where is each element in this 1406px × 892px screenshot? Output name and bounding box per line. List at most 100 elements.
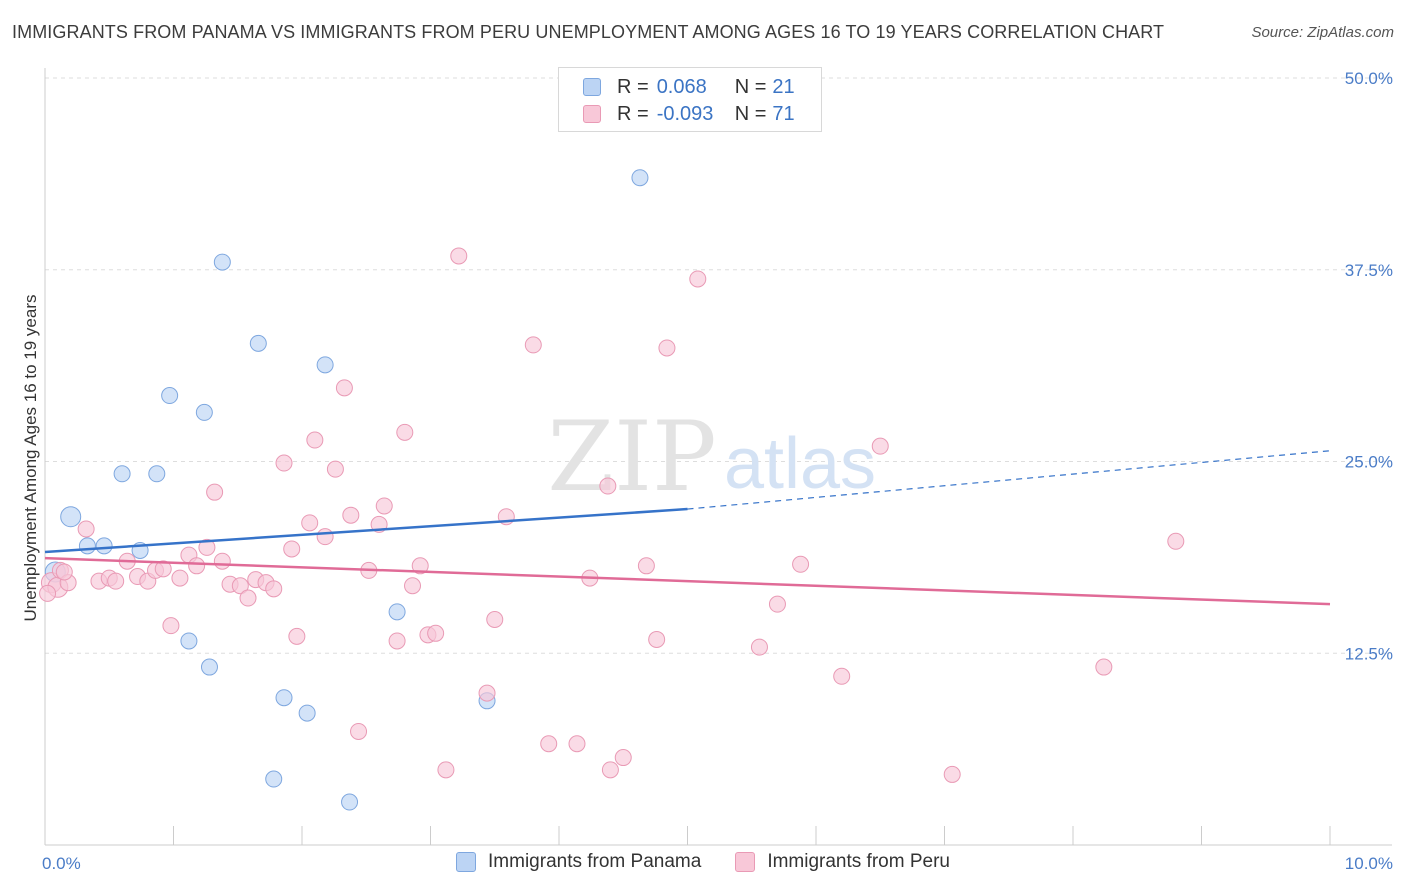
y-tick-labels: 12.5% 25.0% 37.5% 50.0% — [1345, 69, 1393, 663]
r-label: R = — [617, 75, 649, 98]
n-label: N = — [734, 75, 767, 98]
peru-point — [388, 632, 406, 650]
panama-point — [316, 356, 334, 374]
panama-point — [275, 689, 293, 707]
r-value: 0.068 — [656, 75, 707, 98]
peru-point — [265, 580, 283, 598]
peru-point — [275, 454, 293, 472]
peru-point — [342, 506, 360, 524]
trend-lines — [44, 450, 1331, 606]
peru-point — [198, 538, 216, 556]
peru-point — [1167, 532, 1185, 550]
peru-point — [637, 557, 655, 575]
peru-point — [55, 563, 73, 581]
peru-point — [107, 572, 125, 590]
peru-point — [301, 514, 319, 532]
panama-point — [298, 704, 316, 722]
peru-point — [524, 336, 542, 354]
grid-lines — [45, 77, 1392, 654]
panama-point — [249, 334, 267, 352]
peru-point — [871, 437, 889, 455]
panama-trend-extension — [687, 450, 1331, 510]
n-value: 21 — [772, 75, 795, 98]
peru-point — [350, 722, 368, 740]
peru-point — [648, 630, 666, 648]
peru-point — [833, 667, 851, 685]
panama-trend-line — [44, 507, 688, 554]
panama-point — [180, 632, 198, 650]
peru-point — [792, 555, 810, 573]
peru-point — [326, 460, 344, 478]
panama-point — [200, 658, 218, 676]
peru-legend-label: Immigrants from Peru — [767, 851, 950, 872]
peru-point — [206, 483, 224, 501]
y-tick-label: 50.0% — [1345, 69, 1393, 88]
legend-row-peru: R = -0.093 N = 71 — [583, 101, 795, 127]
watermark-zip: ZIP — [547, 401, 716, 513]
legend-item-panama[interactable]: Immigrants from Panama — [456, 851, 701, 873]
peru-point — [658, 339, 676, 357]
peru-point — [437, 761, 455, 779]
peru-point — [39, 584, 57, 602]
peru-point — [239, 589, 257, 607]
peru-point — [77, 520, 95, 538]
series-legend: Immigrants from Panama Immigrants from P… — [0, 851, 1406, 873]
peru-point — [162, 617, 180, 635]
x-tick-label: 0.0% — [42, 854, 81, 873]
axes — [44, 68, 1392, 846]
panama-point — [265, 770, 283, 788]
panama-point — [78, 537, 96, 555]
x-tick-labels: 0.0% 10.0% — [42, 854, 1393, 873]
r-label: R = — [617, 102, 649, 125]
panama-swatch — [583, 78, 601, 96]
n-label: N = — [734, 102, 767, 125]
panama-point — [213, 253, 231, 271]
peru-point — [411, 557, 429, 575]
peru-point — [427, 624, 445, 642]
peru-point — [943, 765, 961, 783]
peru-point — [154, 560, 172, 578]
peru-point — [335, 379, 353, 397]
legend-row-panama: R = 0.068 N = 21 — [583, 74, 795, 100]
panama-legend-label: Immigrants from Panama — [488, 851, 702, 872]
peru-point — [396, 423, 414, 441]
n-value: 71 — [772, 102, 795, 125]
peru-point — [171, 569, 189, 587]
panama-point — [195, 403, 213, 421]
peru-legend-swatch — [735, 852, 756, 872]
source-label: Source: ZipAtlas.com — [1251, 24, 1394, 41]
peru-point — [599, 477, 617, 495]
x-tick-label: 10.0% — [1345, 854, 1393, 873]
peru-point — [404, 577, 422, 595]
peru-point — [1095, 658, 1113, 676]
r-value: -0.093 — [656, 102, 714, 125]
peru-point — [188, 557, 206, 575]
peru-points — [39, 247, 1185, 783]
y-axis-label: Unemployment Among Ages 16 to 19 years — [21, 295, 40, 622]
watermark-atlas: atlas — [724, 424, 876, 504]
peru-point — [540, 735, 558, 753]
correlation-legend: R = 0.068 N = 21 R = -0.093 N = 71 — [558, 67, 822, 132]
panama-point — [388, 603, 406, 621]
peru-point — [486, 611, 504, 629]
peru-point — [231, 577, 249, 595]
panama-point — [95, 537, 113, 555]
peru-point — [614, 749, 632, 767]
panama-point — [631, 169, 649, 187]
y-tick-label: 12.5% — [1345, 644, 1393, 663]
peru-point — [283, 540, 301, 558]
peru-point — [478, 684, 496, 702]
panama-point — [113, 465, 131, 483]
peru-swatch — [583, 105, 601, 123]
y-tick-label: 37.5% — [1345, 261, 1393, 280]
panama-points — [44, 169, 649, 811]
panama-point — [60, 506, 82, 528]
peru-trend-line — [44, 556, 1331, 606]
legend-item-peru[interactable]: Immigrants from Peru — [735, 851, 950, 873]
panama-point — [161, 387, 179, 405]
peru-point — [288, 627, 306, 645]
peru-point — [689, 270, 707, 288]
peru-point — [306, 431, 324, 449]
peru-point — [450, 247, 468, 265]
